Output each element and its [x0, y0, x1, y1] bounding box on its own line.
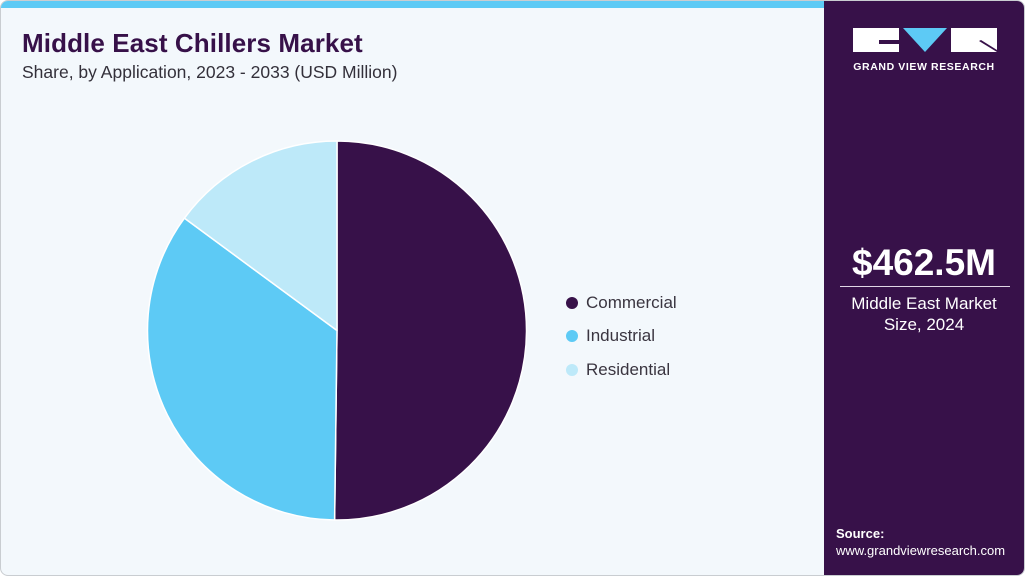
legend-dot-icon	[566, 330, 578, 343]
caption-line-2: Size, 2024	[883, 315, 965, 334]
market-size-caption: Middle East Market Size, 2024	[824, 293, 1024, 335]
pie-slice-residential	[183, 140, 338, 332]
legend-label: Residential	[586, 359, 671, 379]
grand-view-research-logo-icon	[853, 28, 997, 52]
legend: Commercial Industrial Residential	[566, 286, 677, 387]
legend-item-industrial: Industrial	[566, 320, 677, 354]
legend-dot-icon	[566, 296, 578, 309]
legend-item-commercial: Commercial	[566, 286, 677, 320]
caption-line-1: Middle East Market	[851, 294, 997, 313]
divider	[840, 286, 1010, 287]
legend-item-residential: Residential	[566, 353, 677, 387]
pie-slice-commercial	[333, 140, 528, 521]
pie-chart	[146, 140, 528, 521]
pie-slice-industrial	[146, 217, 338, 521]
legend-label: Industrial	[586, 326, 655, 346]
chart-title: Middle East Chillers Market	[22, 28, 363, 58]
source-link[interactable]: www.grandviewresearch.com	[836, 543, 1006, 558]
legend-label: Commercial	[586, 292, 677, 312]
market-size-value: $462.5M	[852, 242, 996, 283]
logo-text: GRAND VIEW RESEARCH	[853, 61, 995, 73]
accent-bar	[1, 1, 824, 8]
source-label: Source:	[836, 526, 885, 541]
chart-subtitle: Share, by Application, 2023 - 2033 (USD …	[22, 62, 398, 82]
side-panel: GRAND VIEW RESEARCH $462.5M Middle East …	[824, 1, 1024, 575]
legend-dot-icon	[566, 363, 578, 376]
